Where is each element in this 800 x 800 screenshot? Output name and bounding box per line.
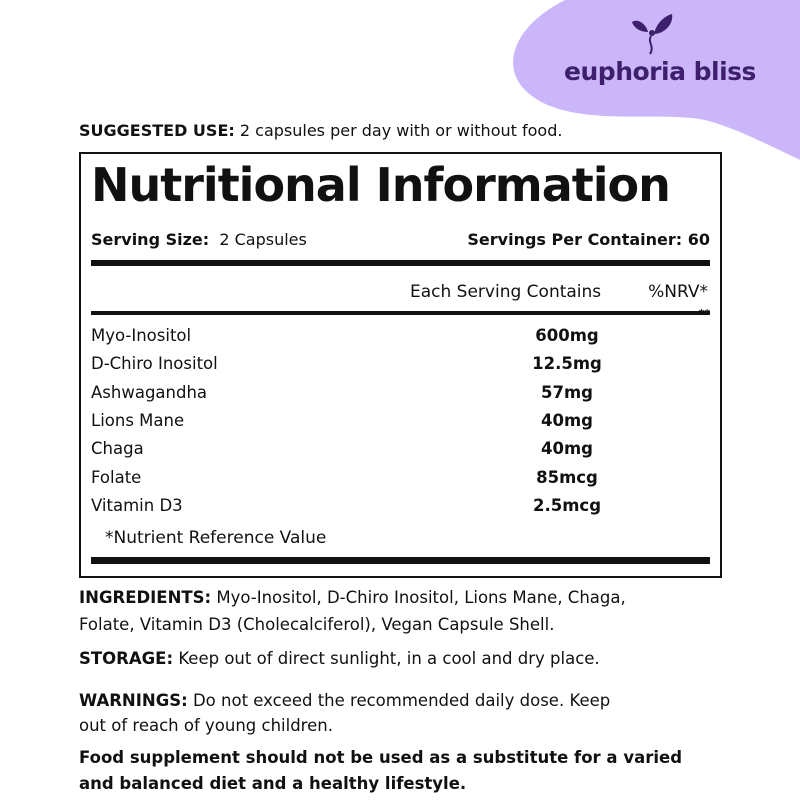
nutrient-row: Myo-Inositol 600mg (91, 326, 710, 354)
nutrient-name: Folate (91, 467, 142, 487)
divider (91, 311, 710, 315)
leaf-person-logo-icon (632, 14, 673, 55)
nutrient-name: Chaga (91, 439, 144, 459)
nutrient-name: Lions Mane (91, 410, 185, 430)
nutrient-row: Chaga 40mg (91, 439, 710, 467)
panel-title: Nutritional Information (91, 158, 671, 212)
nutrition-panel: Nutritional Information Serving Size: 2 … (79, 152, 722, 578)
col-nrv-footnote: ** (698, 307, 710, 320)
nutrient-row: Lions Mane 40mg (91, 411, 710, 439)
nutrient-name: Ashwagandha (91, 382, 208, 402)
nutrient-amount: 40mg (541, 439, 593, 459)
ingredients: INGREDIENTS: Myo-Inositol, D-Chiro Inosi… (79, 588, 626, 634)
disclaimer: Food supplement should not be used as a … (79, 748, 682, 793)
nutrient-amount: 2.5mcg (532, 495, 601, 515)
nutrient-name: Vitamin D3 (91, 495, 183, 515)
nutrient-row: Vitamin D3 2.5mcg (91, 496, 710, 524)
col-each-serving: Each Serving Contains (410, 282, 602, 302)
divider (91, 260, 710, 266)
col-nrv: %NRV* (648, 282, 708, 302)
suggested-use: SUGGESTED USE: 2 capsules per day with o… (79, 121, 563, 140)
nutrient-row: Ashwagandha 57mg (91, 383, 710, 411)
nutrient-amount: 600mg (535, 326, 599, 345)
warnings: WARNINGS: Do not exceed the recommended … (79, 691, 611, 735)
nutrient-amount: 57mg (541, 382, 593, 402)
brand-background-blob (513, 0, 800, 160)
divider (91, 557, 710, 564)
nutrient-name: D-Chiro Inositol (91, 354, 218, 374)
nutrient-amount: 12.5mg (532, 354, 602, 374)
serving-size: Serving Size: 2 Capsules (91, 230, 307, 249)
nutrient-amount: 40mg (541, 410, 593, 430)
nutrient-row: Folate 85mcg (91, 468, 710, 496)
servings-per-container: Servings Per Container: 60 (467, 230, 710, 249)
brand-name: euphoria bliss (564, 57, 756, 86)
nutrient-row: D-Chiro Inositol 12.5mg (91, 354, 710, 382)
nutrient-name: Myo-Inositol (91, 326, 192, 345)
nutrient-amount: 85mcg (536, 467, 598, 487)
footnote: *Nutrient Reference Value (105, 528, 327, 548)
storage: STORAGE: Keep out of direct sunlight, in… (79, 649, 600, 668)
